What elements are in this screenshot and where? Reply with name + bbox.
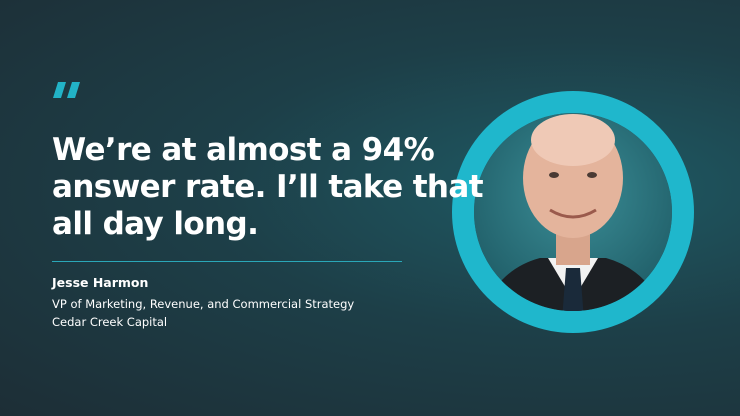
author-name: Jesse Harmon bbox=[52, 275, 149, 290]
quote: We’re at almost a 94% answer rate. I’ll … bbox=[52, 132, 484, 243]
author-role: VP of Marketing, Revenue, and Commercial… bbox=[52, 297, 355, 311]
avatar-ring bbox=[452, 91, 694, 333]
author-company: Cedar Creek Capital bbox=[52, 315, 168, 329]
quote-line: We’re at almost a 94% bbox=[52, 132, 435, 168]
quote-icon bbox=[53, 82, 80, 98]
divider bbox=[52, 261, 402, 262]
quote-line: all day long. bbox=[52, 206, 259, 242]
quote-line: answer rate. I’ll take that bbox=[52, 169, 484, 205]
avatar-photo bbox=[474, 113, 672, 311]
